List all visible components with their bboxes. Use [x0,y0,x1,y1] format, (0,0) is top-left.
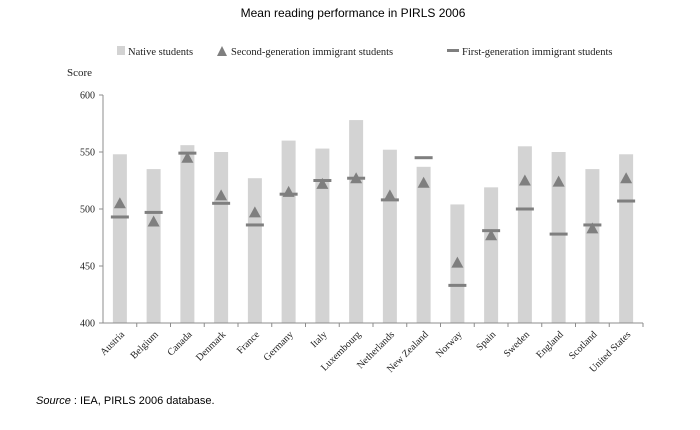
x-category-label: France [235,329,262,356]
native-bar [281,140,296,323]
second-gen-markers [113,151,633,268]
x-category-label: Scotland [567,329,600,362]
second-gen-triangle [383,189,396,201]
first-gen-dash [448,283,467,287]
second-gen-triangle [282,185,295,197]
second-gen-triangle [485,229,498,241]
second-gen-triangle [350,172,363,184]
second-gen-triangle [451,256,464,268]
legend: Native students Second-generation immigr… [117,46,612,58]
y-axis-label: Score [67,67,92,79]
first-gen-dash [144,210,163,214]
x-category-label: Norway [434,329,465,360]
native-bar [247,178,262,323]
first-gen-dash [245,223,264,227]
native-bar [112,154,127,323]
second-gen-triangle [215,189,228,201]
legend-native-swatch [117,46,125,55]
native-bar [619,154,634,323]
source-label: Source [36,395,71,407]
source-text: : IEA, PIRLS 2006 database. [73,395,215,407]
legend-native-label: Native students [128,47,193,58]
native-bar [382,149,397,323]
y-tick-label: 450 [80,262,95,273]
x-category-label: Belgium [129,329,161,361]
first-gen-dash [515,207,534,211]
second-gen-triangle [417,176,430,188]
legend-second-gen-label: Second-generation immigrant students [231,47,393,58]
native-bar [214,152,229,323]
native-bar [349,120,364,323]
chart-title: Mean reading performance in PIRLS 2006 [241,6,466,20]
second-gen-triangle [586,222,599,234]
y-tick-label: 600 [80,91,95,102]
native-bar [585,169,600,323]
source-note: Source : IEA, PIRLS 2006 database. [36,395,215,407]
x-category-label: Germany [262,329,296,363]
native-bar [180,145,195,323]
second-gen-triangle [316,177,329,189]
legend-first-gen-label: First-generation immigrant students [462,47,612,58]
first-gen-dash [414,156,433,160]
second-gen-triangle [248,206,261,218]
y-axis-ticks: 400 450 500 550 600 [80,91,103,330]
second-gen-triangle [181,151,194,163]
second-gen-triangle [620,172,633,184]
native-bars [112,120,634,323]
second-gen-triangle [518,174,531,186]
first-gen-dash [549,232,568,236]
native-bar [484,187,499,323]
native-bar [551,152,566,323]
legend-first-gen-dash [447,49,459,52]
x-category-label: Canada [166,329,195,358]
second-gen-triangle [552,175,565,187]
y-tick-label: 400 [80,319,95,330]
x-category-label: Denmark [194,329,228,363]
x-axis-categories: Austria Belgium Canada Denmark France Germany… [98,323,644,375]
second-gen-triangle [147,215,160,227]
native-bar [416,166,431,323]
first-gen-dash [212,201,231,205]
x-category-label: Spain [474,329,498,353]
first-gen-dash [617,199,636,203]
x-category-label: Italy [309,329,330,350]
legend-second-gen-triangle [217,46,227,56]
first-gen-dash [110,215,129,219]
y-tick-label: 550 [80,148,95,159]
native-bar [146,169,161,323]
x-category-label: Austria [98,329,127,358]
x-category-label: England [534,329,565,360]
y-tick-label: 500 [80,205,95,216]
x-category-label: Sweden [502,329,532,359]
second-gen-triangle [113,197,126,209]
native-bar [315,148,330,323]
native-bar [517,146,532,323]
